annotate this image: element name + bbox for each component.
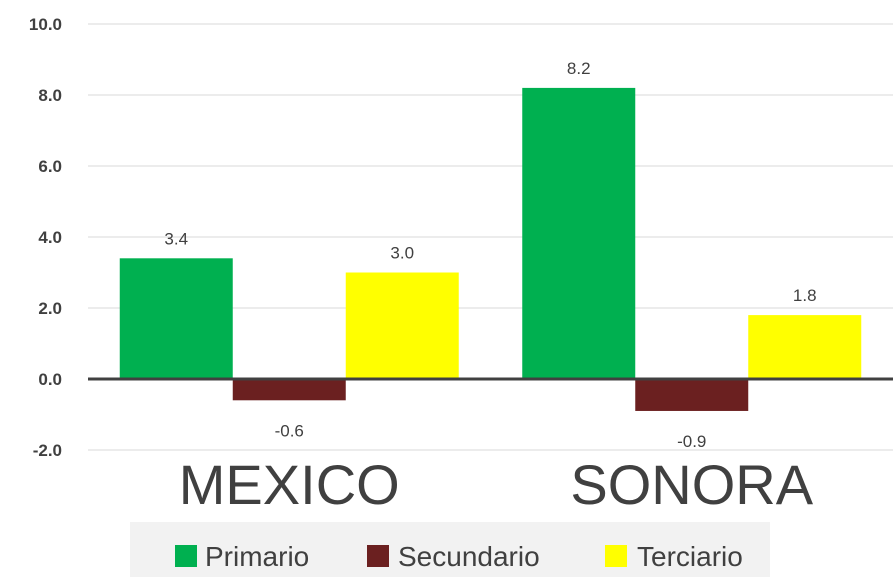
category-label: SONORA bbox=[570, 453, 813, 516]
y-tick-label: 0.0 bbox=[38, 370, 62, 389]
legend-swatch-secundario bbox=[367, 545, 389, 567]
data-label: -0.6 bbox=[275, 421, 304, 440]
y-tick-label: 8.0 bbox=[38, 86, 62, 105]
y-axis-tick-labels: 10.0 8.0 6.0 4.0 2.0 0.0 -2.0 bbox=[29, 15, 62, 460]
legend: Primario Secundario Terciario bbox=[130, 522, 770, 577]
category-labels: MEXICO SONORA bbox=[179, 453, 814, 516]
gridlines bbox=[88, 23, 893, 451]
y-tick-label: 6.0 bbox=[38, 157, 62, 176]
data-label: 8.2 bbox=[567, 59, 591, 78]
bar-terciario-sonora bbox=[748, 315, 862, 379]
y-tick-label: -2.0 bbox=[33, 441, 62, 460]
legend-label-secundario: Secundario bbox=[398, 541, 540, 572]
legend-swatch-primario bbox=[175, 545, 197, 567]
legend-label-terciario: Terciario bbox=[637, 541, 743, 572]
bars bbox=[119, 87, 862, 411]
legend-swatch-terciario bbox=[605, 545, 627, 567]
bar-primario-sonora bbox=[522, 87, 636, 380]
category-label: MEXICO bbox=[179, 453, 400, 516]
legend-label-primario: Primario bbox=[205, 541, 309, 572]
y-tick-label: 10.0 bbox=[29, 15, 62, 34]
bar-terciario-mexico bbox=[345, 272, 459, 379]
data-label: 3.4 bbox=[164, 229, 188, 248]
legend-background bbox=[130, 522, 770, 577]
bar-secundario-sonora bbox=[635, 379, 749, 411]
data-labels: 3.4 -0.6 3.0 8.2 -0.9 1.8 bbox=[164, 59, 816, 451]
bar-primario-mexico bbox=[119, 258, 233, 379]
y-tick-label: 2.0 bbox=[38, 299, 62, 318]
y-tick-label: 4.0 bbox=[38, 228, 62, 247]
data-label: -0.9 bbox=[677, 432, 706, 451]
data-label: 3.0 bbox=[390, 244, 414, 263]
data-label: 1.8 bbox=[793, 286, 817, 305]
bar-secundario-mexico bbox=[232, 379, 346, 401]
